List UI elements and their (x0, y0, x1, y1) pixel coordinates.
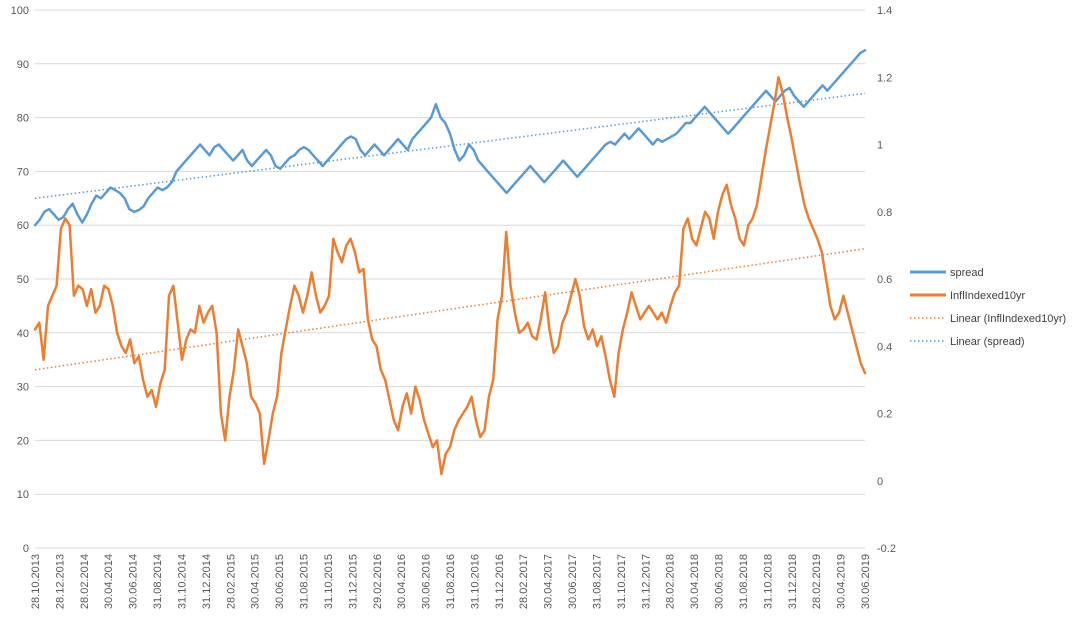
series-line-spread (33, 49, 867, 227)
y-right-tick-label: 1.2 (877, 72, 892, 84)
y-right-tick-label: -0.2 (877, 543, 896, 555)
x-tick-label: 31.10.2015 (323, 554, 335, 609)
y-right-tick-label: 1 (877, 140, 883, 152)
x-tick-label: 30.06.2017 (567, 554, 579, 609)
x-tick-label: 31.08.2016 (445, 554, 457, 609)
y-right-tick-label: 0.4 (877, 341, 892, 353)
y-left-tick-label: 40 (17, 328, 29, 340)
x-tick-label: 28.02.2014 (79, 554, 91, 609)
x-tick-label: 31.12.2017 (640, 554, 652, 609)
series-lines (33, 49, 867, 476)
y-left-tick-label: 30 (17, 382, 29, 394)
x-tick-label: 31.10.2014 (176, 554, 188, 609)
x-tick-label: 31.12.2018 (787, 554, 799, 609)
x-tick-label: 28.02.2015 (225, 554, 237, 609)
x-tick-label: 31.08.2015 (299, 554, 311, 609)
x-tick-label: 31.10.2018 (762, 554, 774, 609)
trendlines (34, 92, 866, 371)
x-tick-label: 30.04.2015 (250, 554, 262, 609)
y-right-tick-label: 1.4 (877, 5, 892, 17)
x-tick-label: 30.04.2014 (103, 554, 115, 609)
x-tick-label: 30.04.2017 (543, 554, 555, 609)
x-tick-label: 28.02.2017 (518, 554, 530, 609)
x-tick-label: 28.02.2018 (665, 554, 677, 609)
x-tick-label: 30.06.2019 (860, 554, 872, 609)
x-tick-label: 31.12.2015 (347, 554, 359, 609)
legend-entry-label: Linear (InflIndexed10yr) (950, 313, 1066, 325)
y-right-tick-label: 0.2 (877, 409, 892, 421)
legend: spread InflIndexed10yr Linear (InflIndexed… (910, 267, 1066, 348)
x-tick-label: 28.10.2013 (30, 554, 42, 609)
x-tick-label: 30.06.2016 (421, 554, 433, 609)
x-tick-label: 28.02.2019 (811, 554, 823, 609)
legend-entry-label: InflIndexed10yr (950, 290, 1026, 302)
x-axis: 28.10.2013 28.12.2013 28.02.2014 30.04.2014… (30, 547, 872, 609)
series-line-inflindexed10yr (33, 76, 867, 476)
right-axis: -0.2 0 0.2 0.4 0.6 0.8 1 1.2 1.4 (877, 5, 896, 555)
x-tick-label: 30.06.2018 (714, 554, 726, 609)
x-tick-label: 31.10.2017 (616, 554, 628, 609)
x-tick-label: 30.06.2015 (274, 554, 286, 609)
trendline-spread (34, 92, 866, 200)
y-left-tick-label: 10 (17, 489, 29, 501)
legend-entry-label: Linear (spread) (950, 336, 1025, 348)
x-tick-label: 30.04.2016 (396, 554, 408, 609)
x-tick-label: 31.12.2014 (201, 554, 213, 609)
y-left-tick-label: 80 (17, 113, 29, 125)
y-right-tick-label: 0.8 (877, 207, 892, 219)
y-right-tick-label: 0 (877, 476, 883, 488)
x-tick-label: 31.08.2018 (738, 554, 750, 609)
left-axis: 0 10 20 30 40 50 60 70 80 90 100 (11, 5, 29, 555)
y-left-tick-label: 60 (17, 220, 29, 232)
x-tick-label: 31.08.2014 (152, 554, 164, 609)
y-left-tick-label: 0 (23, 543, 29, 555)
gridlines (35, 9, 865, 549)
y-left-tick-label: 100 (11, 5, 29, 17)
x-tick-label: 30.04.2018 (689, 554, 701, 609)
y-left-tick-label: 70 (17, 166, 29, 178)
x-tick-label: 31.12.2016 (494, 554, 506, 609)
y-right-tick-label: 0.6 (877, 274, 892, 286)
x-tick-label: 31.10.2016 (469, 554, 481, 609)
y-left-tick-label: 90 (17, 59, 29, 71)
x-tick-label: 31.08.2017 (591, 554, 603, 609)
y-left-tick-label: 20 (17, 435, 29, 447)
x-tick-label: 30.04.2019 (836, 554, 848, 609)
x-tick-label: 28.12.2013 (54, 554, 66, 609)
y-left-tick-label: 50 (17, 274, 29, 286)
x-tick-label: 30.06.2014 (128, 554, 140, 609)
legend-entry-label: spread (950, 267, 984, 279)
trendline-inflindexed10yr (34, 247, 866, 371)
x-tick-label: 29.02.2016 (372, 554, 384, 609)
